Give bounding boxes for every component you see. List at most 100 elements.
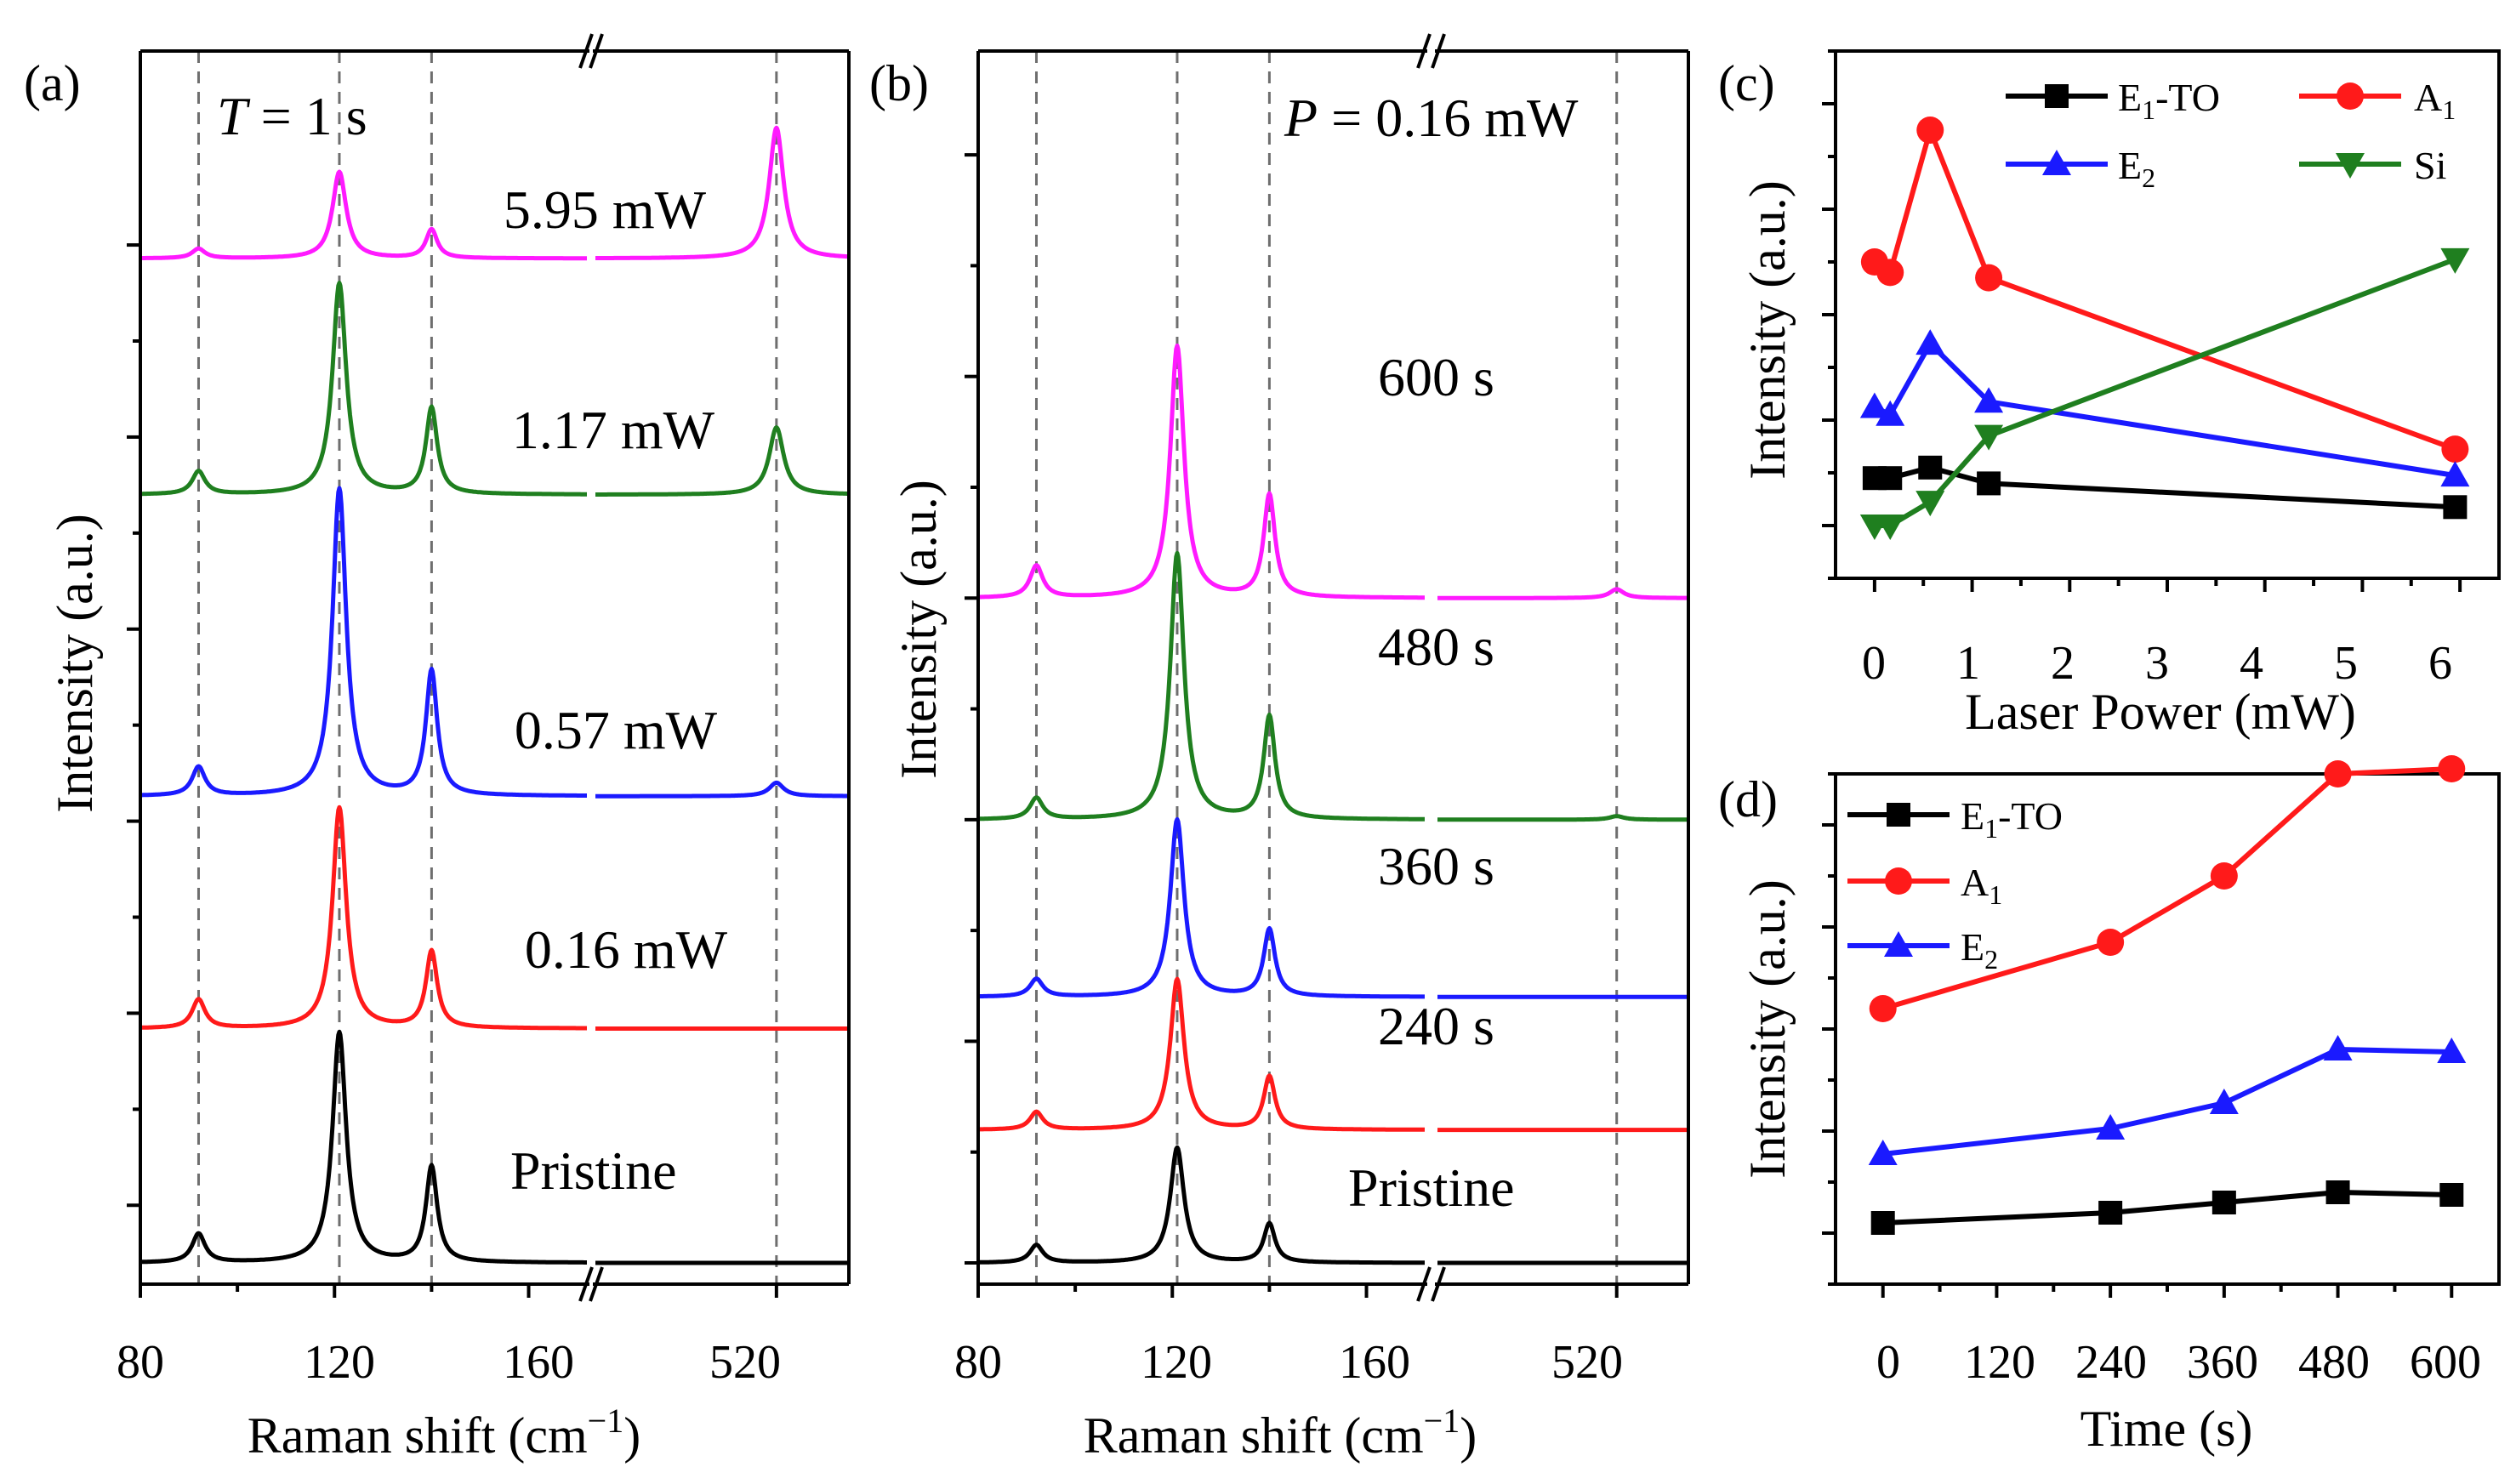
data-point-e1to [1870,1211,1895,1235]
x-ticks [139,1284,778,1298]
data-point-a1 [2097,929,2125,956]
series-label-pristine: Pristine [510,1140,677,1201]
series-label-5.95mw: 5.95 mW [504,179,707,240]
series-label-pristine: Pristine [1348,1157,1515,1218]
reference-lines [1034,51,1619,1284]
x-tick-label: 120 [1141,1336,1212,1389]
data-point-e2 [2323,1035,2353,1060]
series-label-0.16mw: 0.16 mW [525,919,728,980]
axis-break [1416,33,1432,69]
data-point-e2 [1859,392,1889,418]
y-ticks [1822,772,1836,1286]
axis-break [589,1266,604,1302]
data-point-e1to [2439,1183,2464,1207]
spectrum-600s [1436,587,1689,600]
legend-label-a1: A1 [2414,76,2456,125]
panel-d: (d) 0 120 240 360 480 600 Time (s) Inten… [1718,755,2501,1457]
spectrum-480s [976,550,1426,822]
spectrum-pristine [139,1029,589,1265]
series-line-e2 [1882,1047,2452,1157]
data-point-si [1876,515,1905,540]
data-point-a1 [2210,862,2238,890]
data-point-e2 [2440,461,2470,487]
series-label-0.57mw: 0.57 mW [515,700,718,760]
data-point-a1 [2324,760,2352,787]
legend-label-e1to: E1-TO [1961,794,2063,844]
data-point-e2 [1868,1140,1898,1165]
axis-break [589,33,604,69]
axis-break [578,1266,594,1302]
x-axis-label: Time (s) [2081,1401,2253,1457]
legend-label-e2: E2 [1961,925,1998,975]
data-point-e2 [2437,1038,2467,1063]
y-ticks [127,243,140,1208]
legend-label-si: Si [2414,144,2446,187]
data-point-si [1915,491,1945,517]
panel-c: (c) 0 1 2 3 4 5 6 Laser Power (mW) Inten… [1718,49,2501,740]
x-tick-labels: 0 120 240 360 480 600 [1876,1336,2481,1389]
spectra [976,344,1689,1265]
x-tick-label: 360 [2187,1336,2258,1389]
legend-label-a1: A1 [1961,861,2002,910]
y-axis-label: Intensity (a.u.) [1739,879,1796,1179]
series-label-240s: 240 s [1378,996,1494,1056]
data-point-a1 [1975,264,2003,292]
data-point-e1to [2211,1191,2236,1214]
legend-label-e2: E2 [2118,144,2155,193]
x-tick-labels: 80 120 160 520 [954,1336,1623,1389]
spectrum-0.16mw [139,805,589,1031]
legend-marker-a1 [2337,82,2364,110]
series-labels: 5.95 mW 1.17 mW 0.57 mW 0.16 mW Pristine [504,179,728,1201]
panel-label: (a) [24,55,81,111]
annotation-rest: = 0.16 mW [1318,88,1579,148]
spectrum-5.95mw [594,125,850,260]
data-point-e1to [1977,471,2001,496]
spectrum-0.57mw [139,486,589,798]
data-point-e1to [1878,466,1903,491]
series-line-si [1874,257,2456,528]
x-tick-label: 80 [117,1336,164,1389]
spectrum-0.57mw [594,780,850,799]
data-point-a1 [2438,755,2466,782]
series-line-e1to [1874,464,2456,510]
data-point-e1to [1918,455,1943,480]
legend-marker-e2 [2042,150,2071,175]
x-tick-label: 160 [503,1336,574,1389]
data-point-e1to [2443,495,2468,520]
spectrum-360s [976,816,1426,999]
series-markers [1868,755,2467,1235]
data-point-a1 [1916,117,1944,144]
x-tick-label: 1 [1956,637,1980,690]
series-line-e1to [1882,1190,2452,1225]
data-point-e2 [1974,387,2004,413]
data-point-e2 [2096,1114,2126,1140]
x-tick-label: 120 [1964,1336,2035,1389]
series-line-e2 [1873,341,2456,479]
axes-frame [976,33,1690,1302]
y-axis-label: Intensity (a.u.) [1739,180,1796,480]
x-tick-label: 480 [2298,1336,2370,1389]
x-ticks [1872,578,2462,592]
spectrum-1.17mw [594,425,850,497]
annotation: P = 0.16 mW [1284,88,1579,148]
panel-b: (b) P = 0.16 mW 600 s 480 s 360 s 240 s … [869,33,1690,1464]
series-markers [1859,117,2470,540]
annotation-var: P [1284,88,1318,148]
series-label-480s: 480 s [1378,617,1494,677]
legend: E1-TO A1 E2 [1847,794,2063,975]
y-ticks [1822,49,1836,580]
x-tick-label: 520 [1551,1336,1623,1389]
x-tick-label: 240 [2075,1336,2147,1389]
legend: E1-TO A1 E2 Si [2006,76,2456,193]
data-point-a1 [1869,995,1897,1022]
x-tick-label: 80 [954,1336,1002,1389]
x-tick-labels: 0 1 2 3 4 5 6 [1862,637,2452,690]
data-point-si [2440,247,2470,274]
legend-marker-e1to [1887,803,1910,827]
x-tick-label: 520 [709,1336,781,1389]
x-tick-label: 120 [304,1336,375,1389]
spectrum-pristine [976,1145,1426,1265]
data-point-a1 [1876,259,1904,287]
x-ticks [1881,1284,2454,1298]
x-tick-label: 0 [1876,1336,1900,1389]
